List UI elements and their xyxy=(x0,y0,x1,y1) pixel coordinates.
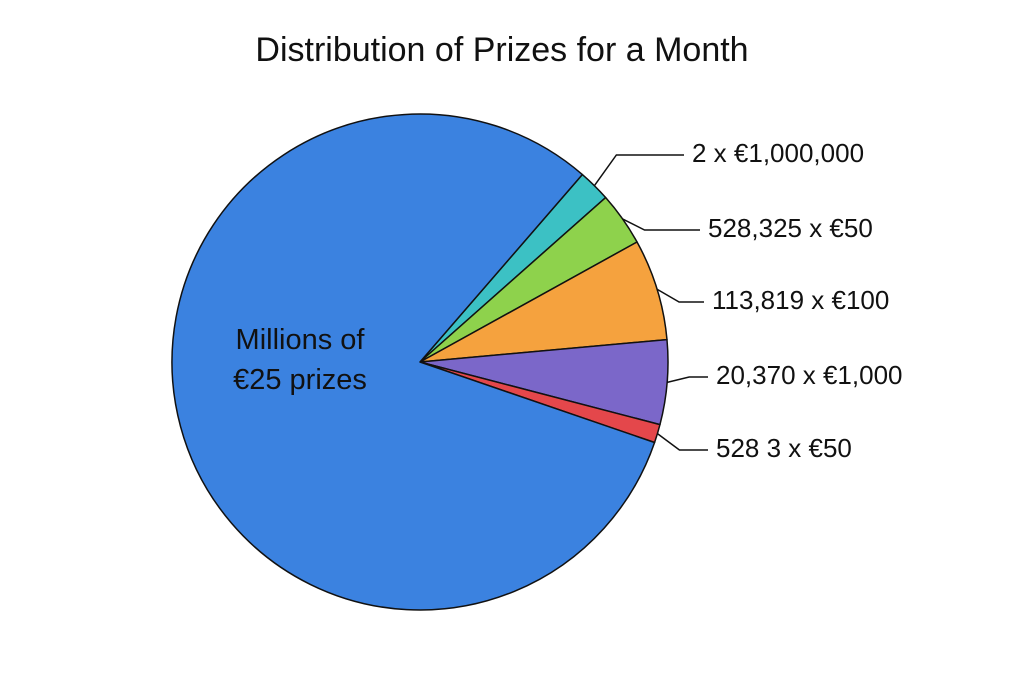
leader-line xyxy=(666,376,708,384)
slice-label: 528 3 x €50 xyxy=(716,433,852,463)
pie-slice xyxy=(171,113,656,611)
slice-label: 20,370 x €1,000 xyxy=(716,360,903,390)
inner-label: Millions of €25 prizes xyxy=(233,324,367,396)
slice-label: 113,819 x €100 xyxy=(712,285,889,315)
chart-title: Distribution of Prizes for a Month xyxy=(255,31,748,69)
slice-label: 2 x €1,000,000 xyxy=(692,138,864,168)
leader-line xyxy=(656,432,708,451)
leader-line xyxy=(622,218,700,231)
slice-label: 528,325 x €50 xyxy=(708,213,873,243)
leader-line xyxy=(593,154,684,187)
leader-line xyxy=(656,288,704,303)
